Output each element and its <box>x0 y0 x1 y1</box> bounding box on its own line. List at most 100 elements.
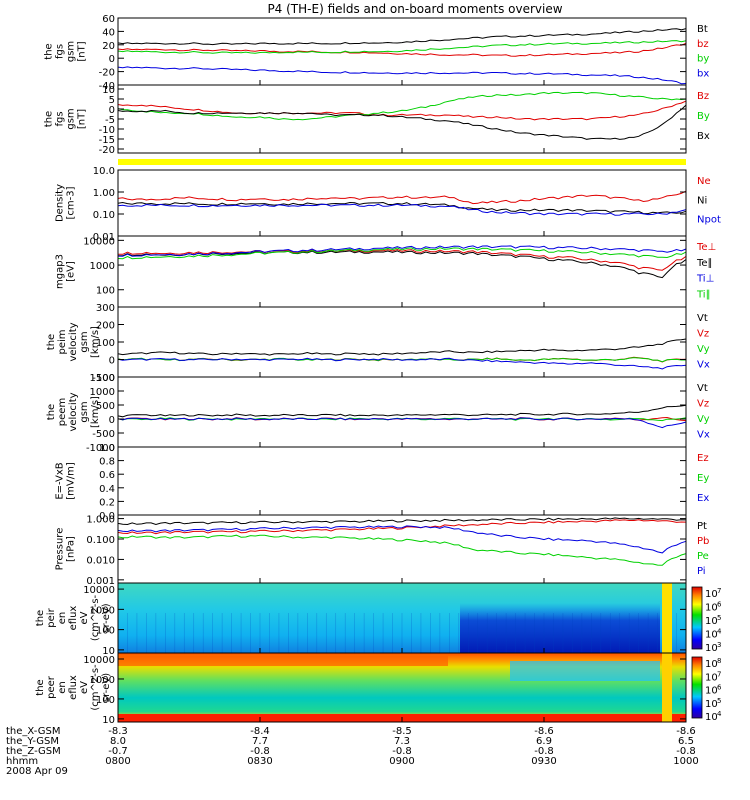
legend-label: Vz <box>697 329 709 340</box>
y-tick-label: 5 <box>109 95 115 106</box>
low-flux-region <box>510 661 660 681</box>
x-axis-row-label: the_X-GSM <box>6 726 60 737</box>
y-tick-label: 10 <box>102 715 115 726</box>
series-line <box>117 534 687 566</box>
y-axis-label: gsm <box>79 331 90 352</box>
colorbar-tick-label: 10 <box>705 672 718 683</box>
y-tick-label: -1000 <box>86 443 115 454</box>
legend-label: Vt <box>697 383 708 394</box>
y-tick-label: -15 <box>99 135 115 146</box>
high-flux-band <box>118 656 448 666</box>
colorbar-tick-exponent: 7 <box>717 670 721 678</box>
colorbar-tick-label: 10 <box>705 630 718 641</box>
y-tick-label: 0 <box>109 356 115 367</box>
legend-label: bz <box>697 39 709 50</box>
colorbar-tick-label: 10 <box>705 699 718 710</box>
high-flux-band <box>662 653 672 722</box>
legend-label: by <box>697 54 709 65</box>
y-tick-label: 100 <box>96 338 115 349</box>
legend-label: Vz <box>697 399 709 410</box>
y-tick-label: 0 <box>109 415 115 426</box>
y-tick-label: 300 <box>96 303 115 314</box>
y-tick-label: 1000 <box>90 605 115 616</box>
y-tick-label: 100 <box>96 695 115 706</box>
y-tick-label: -10 <box>99 125 115 136</box>
legend-label: Ti⊥ <box>696 274 714 285</box>
x-axis-tick-label: 6.5 <box>678 736 694 747</box>
colorbar-tick-label: 10 <box>705 589 718 600</box>
y-tick-label: 0.4 <box>99 484 115 495</box>
legend-label: Vy <box>697 344 710 355</box>
panel-5: Vt Vz Vy Vx 300 200 100 0 -100 the peim velocity gsm… <box>46 303 710 384</box>
panel-7: Ez Ey Ex 1.0 0.8 0.6 0.4 0.2 0.0 E=-VxB [mV/m] <box>55 443 710 522</box>
series-line <box>117 40 687 54</box>
y-tick-label: -40 <box>99 81 115 92</box>
y-tick-label: 0 <box>109 105 115 116</box>
legend-label: Vy <box>697 414 710 425</box>
legend-label: Ti∥ <box>696 289 711 300</box>
legend-label: Vt <box>697 313 708 324</box>
y-tick-label: 10000 <box>83 655 115 666</box>
high-flux-band <box>662 583 672 653</box>
panel-3: Ne Ni Npot 10.0 1.00 0.10 0.01 Density [cm-3] <box>55 166 721 243</box>
panel-frame <box>117 514 687 584</box>
y-tick-label: 100 <box>96 286 115 297</box>
y-axis-label: fgs <box>55 111 66 126</box>
colorbar-tick-label: 10 <box>705 603 718 614</box>
y-tick-label: 20 <box>102 41 115 52</box>
status-bar-strip <box>118 159 686 165</box>
y-axis-label: sr-eV) <box>101 603 112 632</box>
panel-frame <box>117 235 687 308</box>
y-axis-label: Density <box>55 184 66 222</box>
series-line <box>117 42 687 57</box>
legend: Te⊥ Te∥ Ti⊥ Ti∥ <box>696 242 716 300</box>
y-axis-label: gsm <box>79 401 90 422</box>
legend-label: Vx <box>697 430 710 441</box>
panel-1: Bt bz by bx 60 40 20 0 -20 -40 the fgs gsm [nT] <box>44 14 710 92</box>
x-axis-tick-label: -8.5 <box>392 726 412 737</box>
y-axis-label: eV <box>79 681 90 694</box>
series-line <box>117 190 687 205</box>
legend-label: Bz <box>697 91 709 102</box>
x-axis-tick-label: -0.8 <box>250 746 270 757</box>
series-line <box>117 203 687 216</box>
panel-4: Te⊥ Te∥ Ti⊥ Ti∥ 10000 1000 100 mgap3 [eV] <box>55 235 716 308</box>
x-axis-tick-label: 8.0 <box>110 736 126 747</box>
y-axis-label: the <box>46 334 57 350</box>
y-tick-label: 10 <box>102 646 115 657</box>
y-tick-label: 0.100 <box>86 535 115 546</box>
y-tick-label: 1500 <box>90 373 115 384</box>
y-tick-label: 1.0 <box>99 443 115 454</box>
panel-frame <box>117 446 687 516</box>
x-axis-labels: the_X-GSM -8.3 -8.4 -8.5 -8.6 -8.6 the_Y-GSM 8.… <box>6 726 699 777</box>
legend-label: Ey <box>697 473 709 484</box>
x-axis-tick-label: -0.8 <box>676 746 696 757</box>
y-tick-label: 0.6 <box>99 470 115 481</box>
x-axis-tick-label: 7.3 <box>394 736 410 747</box>
series-line <box>117 357 687 370</box>
x-axis-tick-label: -0.8 <box>534 746 554 757</box>
colorbar-scale <box>691 586 703 650</box>
x-axis-tick-label: 1000 <box>673 756 698 767</box>
legend-label: Te⊥ <box>696 242 716 253</box>
y-tick-label: 0.10 <box>93 210 115 221</box>
colorbar-tick-exponent: 5 <box>717 614 721 622</box>
y-tick-label: 10000 <box>83 236 115 247</box>
panel-frame <box>117 84 687 154</box>
series-line <box>117 250 687 279</box>
y-axis-label: (cm^2-s- <box>90 594 101 641</box>
y-tick-label: 1000 <box>90 387 115 398</box>
x-axis-tick-label: -8.6 <box>534 726 554 737</box>
date-label: 2008 Apr 09 <box>6 766 68 777</box>
legend-label: Pe <box>697 551 709 562</box>
y-axis-label: peer <box>46 675 57 699</box>
y-axis-label: [mV/m] <box>66 462 77 500</box>
legend: Vt Vz Vy Vx <box>697 313 710 371</box>
x-axis-row-label: the_Z-GSM <box>6 746 61 757</box>
colorbar-scale <box>691 656 703 719</box>
y-tick-label: 60 <box>102 14 115 25</box>
y-tick-label: 0.001 <box>86 576 115 587</box>
